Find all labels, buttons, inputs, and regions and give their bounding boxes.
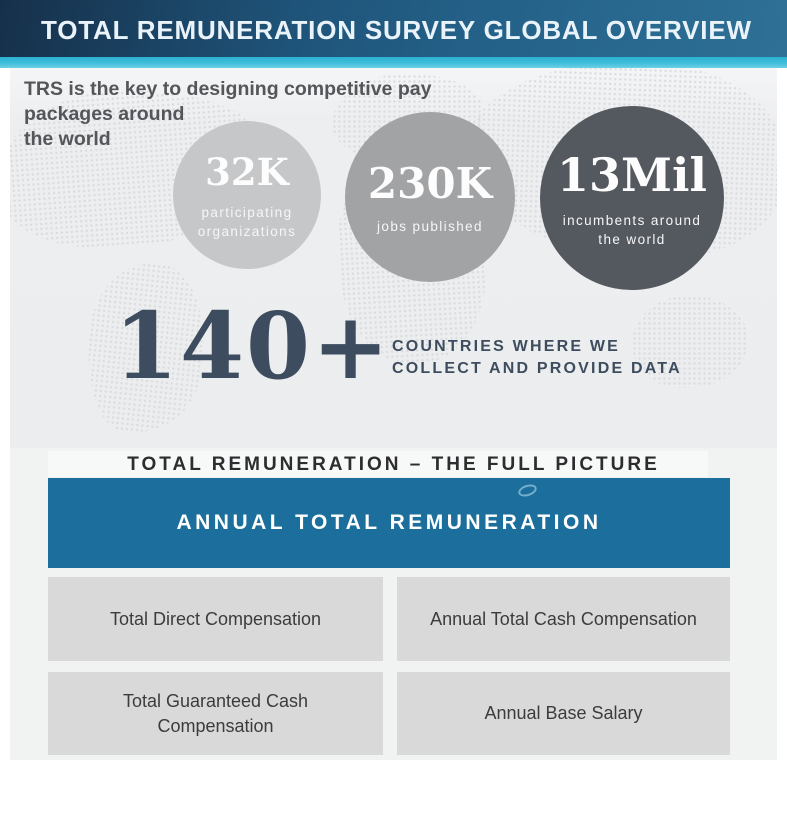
header-bar: TOTAL REMUNERATION SURVEY GLOBAL OVERVIE… (0, 0, 787, 57)
stat-label: incumbents around the world (562, 212, 702, 247)
stat-label: participating organizations (197, 204, 297, 239)
map-dots-australia (632, 296, 747, 388)
countries-label-line-2: COLLECT AND PROVIDE DATA (392, 360, 682, 377)
box-label: Total Guaranteed Cash Compensation (122, 690, 309, 736)
stat-circle-participating-organizations: 32K participating organizations (173, 121, 321, 269)
header-accent-divider (0, 57, 787, 68)
box-label: Annual Total Cash Compensation (430, 608, 697, 629)
section-heading: TOTAL REMUNERATION – THE FULL PICTURE (127, 454, 660, 475)
countries-count: 140+ (114, 292, 392, 400)
stat-circle-jobs-published: 230K jobs published (345, 112, 515, 282)
box-annual-base-salary: Annual Base Salary (397, 672, 730, 755)
countries-label-line-1: COUNTRIES WHERE WE (392, 338, 621, 355)
box-label: Total Direct Compensation (109, 608, 322, 629)
stat-value: 230K (367, 158, 493, 208)
intro-line-1: TRS is the key to designing competitive … (24, 78, 432, 100)
stat-value: 13Mil (557, 147, 707, 202)
stat-circle-incumbents: 13Mil incumbents around the world (540, 106, 724, 290)
decorative-mark (516, 482, 539, 499)
full-picture-section: TOTAL REMUNERATION – THE FULL PICTURE AN… (10, 448, 777, 760)
stat-value: 32K (205, 149, 289, 194)
intro-text: TRS is the key to designing competitive … (24, 77, 431, 152)
banner-label: ANNUAL TOTAL REMUNERATION (176, 511, 602, 534)
page-title: TOTAL REMUNERATION SURVEY GLOBAL OVERVIE… (41, 15, 752, 45)
countries-label: COUNTRIES WHERE WE COLLECT AND PROVIDE D… (392, 336, 682, 380)
intro-line-2: packages around (24, 103, 185, 125)
intro-line-3: the world (24, 128, 111, 150)
box-annual-total-cash-compensation: Annual Total Cash Compensation (397, 577, 730, 661)
box-total-direct-compensation: Total Direct Compensation (48, 577, 383, 661)
heading-background-band (48, 451, 708, 477)
stat-label: jobs published (377, 218, 483, 234)
box-label: Annual Base Salary (484, 703, 643, 723)
world-map-panel: TRS is the key to designing competitive … (10, 68, 777, 448)
annual-total-remuneration-banner: ANNUAL TOTAL REMUNERATION (48, 478, 730, 568)
box-total-guaranteed-cash-compensation: Total Guaranteed Cash Compensation (48, 672, 383, 755)
